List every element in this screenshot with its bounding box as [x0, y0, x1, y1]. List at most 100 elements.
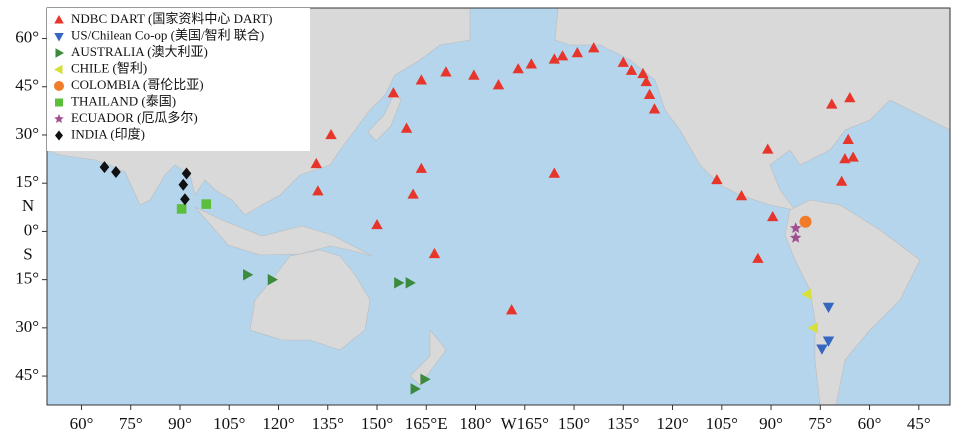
station-marker — [468, 69, 480, 80]
australia — [249, 249, 371, 351]
x-tick-label: 120° — [262, 414, 294, 433]
station-marker — [512, 63, 524, 74]
x-tick-label: 120° — [656, 414, 688, 433]
station-marker — [617, 56, 629, 67]
x-tick-label: 90° — [759, 414, 783, 433]
station-marker — [267, 273, 278, 286]
x-tick-label: 45° — [907, 414, 931, 433]
station-marker — [766, 210, 779, 222]
station-marker — [181, 167, 192, 180]
station-marker — [394, 277, 405, 289]
legend-label: AUSTRALIA (澳大利亚) — [71, 44, 208, 59]
station-marker — [410, 383, 421, 395]
y-tick-label: 45° — [15, 365, 39, 384]
station-marker — [180, 193, 190, 206]
legend-marker — [54, 64, 63, 75]
station-marker — [762, 143, 774, 154]
station-marker — [440, 66, 452, 77]
station-marker — [428, 247, 441, 259]
station-marker — [111, 165, 121, 178]
station-marker — [648, 103, 661, 114]
station-marker — [400, 122, 413, 133]
x-tick-label: 60° — [858, 414, 882, 433]
station-marker — [588, 42, 600, 53]
station-marker — [711, 173, 723, 185]
station-marker — [548, 167, 561, 178]
legend-label: THAILAND (泰国) — [71, 93, 176, 108]
station-marker — [415, 74, 428, 85]
y-tick-label: 30° — [15, 317, 39, 336]
legend-marker — [54, 15, 64, 24]
station-marker — [415, 162, 428, 173]
station-marker — [807, 322, 818, 334]
x-tick-label: 60° — [70, 414, 94, 433]
north-america — [554, 7, 951, 211]
station-marker — [835, 175, 848, 186]
station-marker — [99, 161, 110, 174]
legend-marker — [54, 114, 64, 124]
y-tick-label: 60° — [15, 27, 39, 46]
station-marker — [637, 67, 649, 79]
legend-marker — [54, 33, 64, 42]
x-tick-label: 75° — [119, 414, 143, 433]
x-tick-label: 180° — [459, 414, 491, 433]
station-marker — [643, 88, 656, 99]
station-marker — [387, 87, 400, 98]
legend-label: CHILE (智利) — [71, 60, 147, 75]
legend-label: ECUADOR (厄瓜多尔) — [71, 110, 198, 125]
station-marker — [847, 151, 859, 162]
station-marker — [571, 47, 584, 58]
station-marker — [822, 302, 835, 313]
station-marker — [492, 79, 505, 90]
station-marker — [407, 188, 419, 199]
station-marker — [325, 128, 337, 140]
station-marker — [310, 157, 322, 169]
station-marker — [826, 98, 838, 109]
station-marker — [556, 50, 569, 61]
legend-marker — [55, 98, 63, 107]
legend-label: US/Chilean Co-op (美国/智利 联合) — [71, 27, 264, 42]
hemisphere-label: N — [22, 196, 34, 215]
y-tick-label: 15° — [15, 269, 39, 288]
station-marker — [789, 222, 802, 234]
y-tick-label: 0° — [24, 220, 39, 239]
plot-frame — [46, 7, 951, 406]
station-marker — [420, 373, 431, 385]
legend-marker — [54, 81, 64, 91]
legend-label: INDIA (印度) — [71, 126, 145, 141]
station-marker — [201, 199, 212, 209]
station-marker — [548, 53, 561, 64]
station-marker — [371, 218, 383, 230]
station-marker — [505, 304, 518, 315]
station-marker — [178, 178, 189, 191]
x-tick-label: 105° — [213, 414, 245, 433]
y-tick-label: 30° — [15, 124, 39, 143]
legend-marker — [55, 130, 63, 141]
x-tick-label: 135° — [312, 414, 344, 433]
south-america — [784, 199, 921, 406]
japan — [367, 93, 402, 142]
y-tick-label: 15° — [15, 172, 39, 191]
legend-label: COLOMBIA (哥伦比亚) — [71, 77, 204, 92]
legend-marker — [55, 48, 64, 58]
station-marker — [405, 277, 416, 289]
x-tick-label: 90° — [168, 414, 192, 433]
indonesia — [194, 206, 373, 257]
station-marker — [839, 153, 851, 164]
hemisphere-label: S — [23, 244, 32, 263]
legend-box — [47, 8, 310, 151]
x-tick-label: 105° — [706, 414, 738, 433]
station-marker — [176, 204, 187, 214]
station-marker — [801, 288, 812, 300]
x-tick-label: 75° — [808, 414, 832, 433]
station-marker — [842, 133, 854, 144]
station-marker — [816, 344, 828, 355]
x-tick-label: 165°E — [405, 414, 448, 433]
x-tick-label: 150° — [361, 414, 393, 433]
station-marker — [640, 75, 652, 87]
station-marker — [789, 231, 802, 243]
station-marker — [799, 215, 812, 228]
x-tick-label: 150° — [558, 414, 590, 433]
station-marker — [844, 92, 856, 103]
